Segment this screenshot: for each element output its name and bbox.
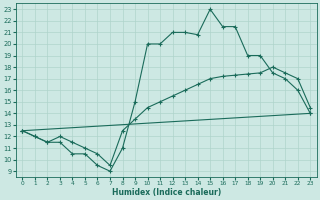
X-axis label: Humidex (Indice chaleur): Humidex (Indice chaleur) [112, 188, 221, 197]
